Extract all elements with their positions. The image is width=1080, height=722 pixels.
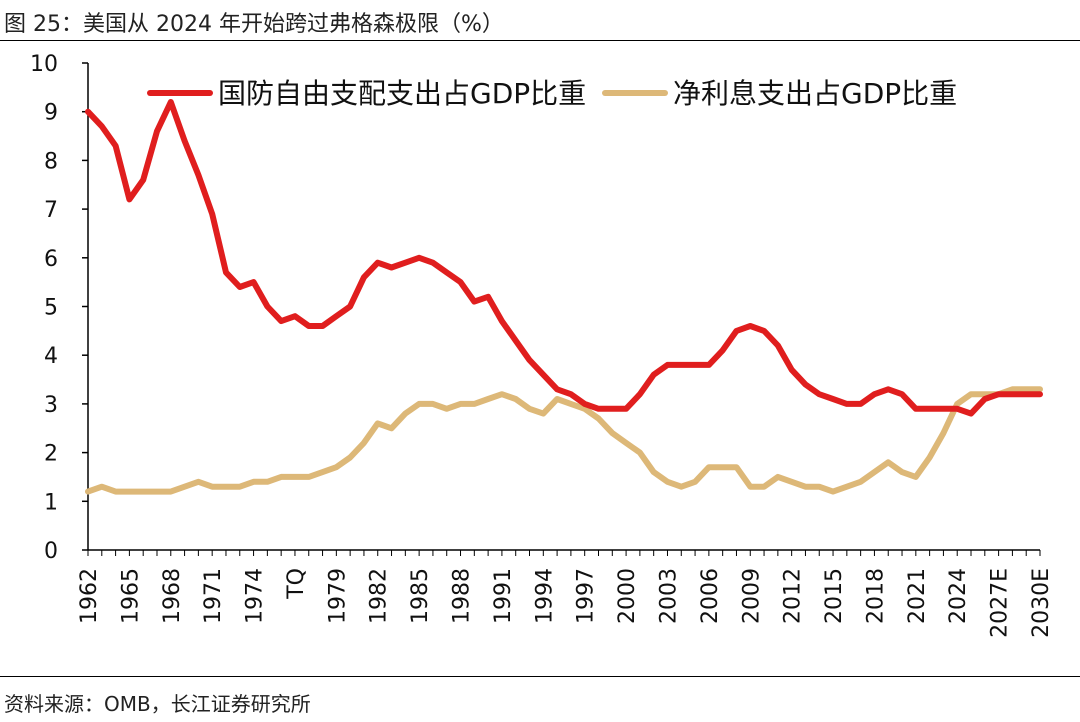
x-tick-label: 1962 [77, 568, 102, 624]
x-tick-label: 1974 [243, 568, 268, 624]
x-tick-label: 2018 [863, 568, 888, 624]
x-tick-label: 1997 [574, 568, 599, 624]
figure-source: 资料来源：OMB，长江证券研究所 [4, 692, 311, 716]
x-tick-label: 2000 [615, 568, 640, 624]
y-tick-label: 3 [44, 393, 58, 418]
lines-layer [85, 99, 1043, 495]
y-tick-label: 1 [44, 490, 58, 515]
y-tick-label: 4 [44, 344, 58, 369]
x-tick-label: 2012 [781, 568, 806, 624]
x-tick-label: 2024 [946, 568, 971, 624]
top-rule [0, 40, 1080, 41]
x-tick-label: 1994 [532, 568, 557, 624]
legend-label: 国防自由支配支出占GDP比重 [218, 77, 586, 110]
x-tick-label: 1991 [491, 568, 516, 624]
legend-item-defense: 国防自由支配支出占GDP比重 [147, 77, 586, 110]
x-tick-label: 1965 [118, 568, 143, 624]
legend-item-interest: 净利息支出占GDP比重 [602, 77, 957, 110]
y-tick-label: 5 [44, 296, 58, 321]
figure-title: 图 25：美国从 2024 年开始跨过弗格森极限（%） [4, 12, 504, 37]
x-tick-label: 2015 [822, 568, 847, 624]
series-line-defense [85, 99, 1043, 417]
series-line-interest [85, 386, 1043, 495]
y-tick-label: 2 [44, 442, 58, 467]
y-tick-label: 6 [44, 247, 58, 272]
y-tick-label: 0 [44, 539, 58, 564]
y-tick-label: 7 [44, 198, 58, 223]
x-tick-label: 1968 [160, 568, 185, 624]
y-tick-label: 8 [44, 149, 58, 174]
x-tick-label: 2030E [1029, 568, 1054, 638]
line-chart: 0 1 2 3 4 5 6 7 8 9 10 1962 1965 1968 1971 1974 TQ 1979 19… [30, 52, 1054, 638]
x-tick-label: 2003 [656, 568, 681, 624]
x-tick-label: 2006 [698, 568, 723, 624]
x-tick-label: 1971 [201, 568, 226, 624]
y-tick-label: 9 [44, 101, 58, 126]
bottom-rule [0, 676, 1080, 677]
legend-label: 净利息支出占GDP比重 [673, 77, 957, 110]
x-tick-label: 2021 [905, 568, 930, 624]
x-tick-label: 1982 [367, 568, 392, 624]
x-tick-label: 2027E [988, 568, 1013, 638]
x-tick-label: 2009 [739, 568, 764, 624]
x-tick-label: 1988 [450, 568, 475, 624]
x-tick-label: 1985 [408, 568, 433, 624]
y-tick-label: 10 [30, 52, 58, 77]
x-tick-label: TQ [284, 568, 309, 600]
axes-layer: 0 1 2 3 4 5 6 7 8 9 10 1962 1965 1968 1971 1974 TQ 1979 19… [30, 52, 1054, 638]
legend: 国防自由支配支出占GDP比重 净利息支出占GDP比重 [147, 77, 957, 110]
x-tick-label: 1979 [325, 568, 350, 624]
